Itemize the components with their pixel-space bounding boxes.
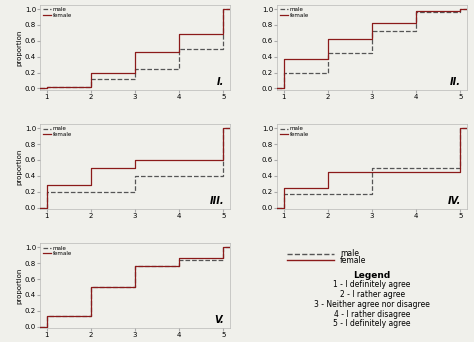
Legend: male, female: male, female (279, 126, 310, 137)
Text: female: female (340, 256, 366, 265)
Y-axis label: proportion: proportion (16, 268, 22, 304)
Y-axis label: proportion: proportion (16, 29, 22, 66)
Text: 4 - I rather disagree: 4 - I rather disagree (334, 310, 410, 319)
Text: 2 - I rather agree: 2 - I rather agree (339, 290, 405, 299)
Text: 5 - I definitely agree: 5 - I definitely agree (333, 319, 411, 328)
Text: V.: V. (214, 315, 224, 325)
Y-axis label: proportion: proportion (16, 148, 22, 185)
Text: 1 - I definitely agree: 1 - I definitely agree (333, 280, 411, 289)
Legend: male, female: male, female (42, 245, 73, 257)
Text: Legend: Legend (354, 271, 391, 279)
Text: male: male (340, 249, 359, 258)
Text: III.: III. (210, 196, 224, 206)
Legend: male, female: male, female (42, 7, 73, 18)
Legend: male, female: male, female (42, 126, 73, 137)
Text: 3 - Neither agree nor disagree: 3 - Neither agree nor disagree (314, 300, 430, 309)
Text: I.: I. (217, 77, 224, 87)
Text: II.: II. (450, 77, 461, 87)
Text: IV.: IV. (448, 196, 461, 206)
Legend: male, female: male, female (279, 7, 310, 18)
